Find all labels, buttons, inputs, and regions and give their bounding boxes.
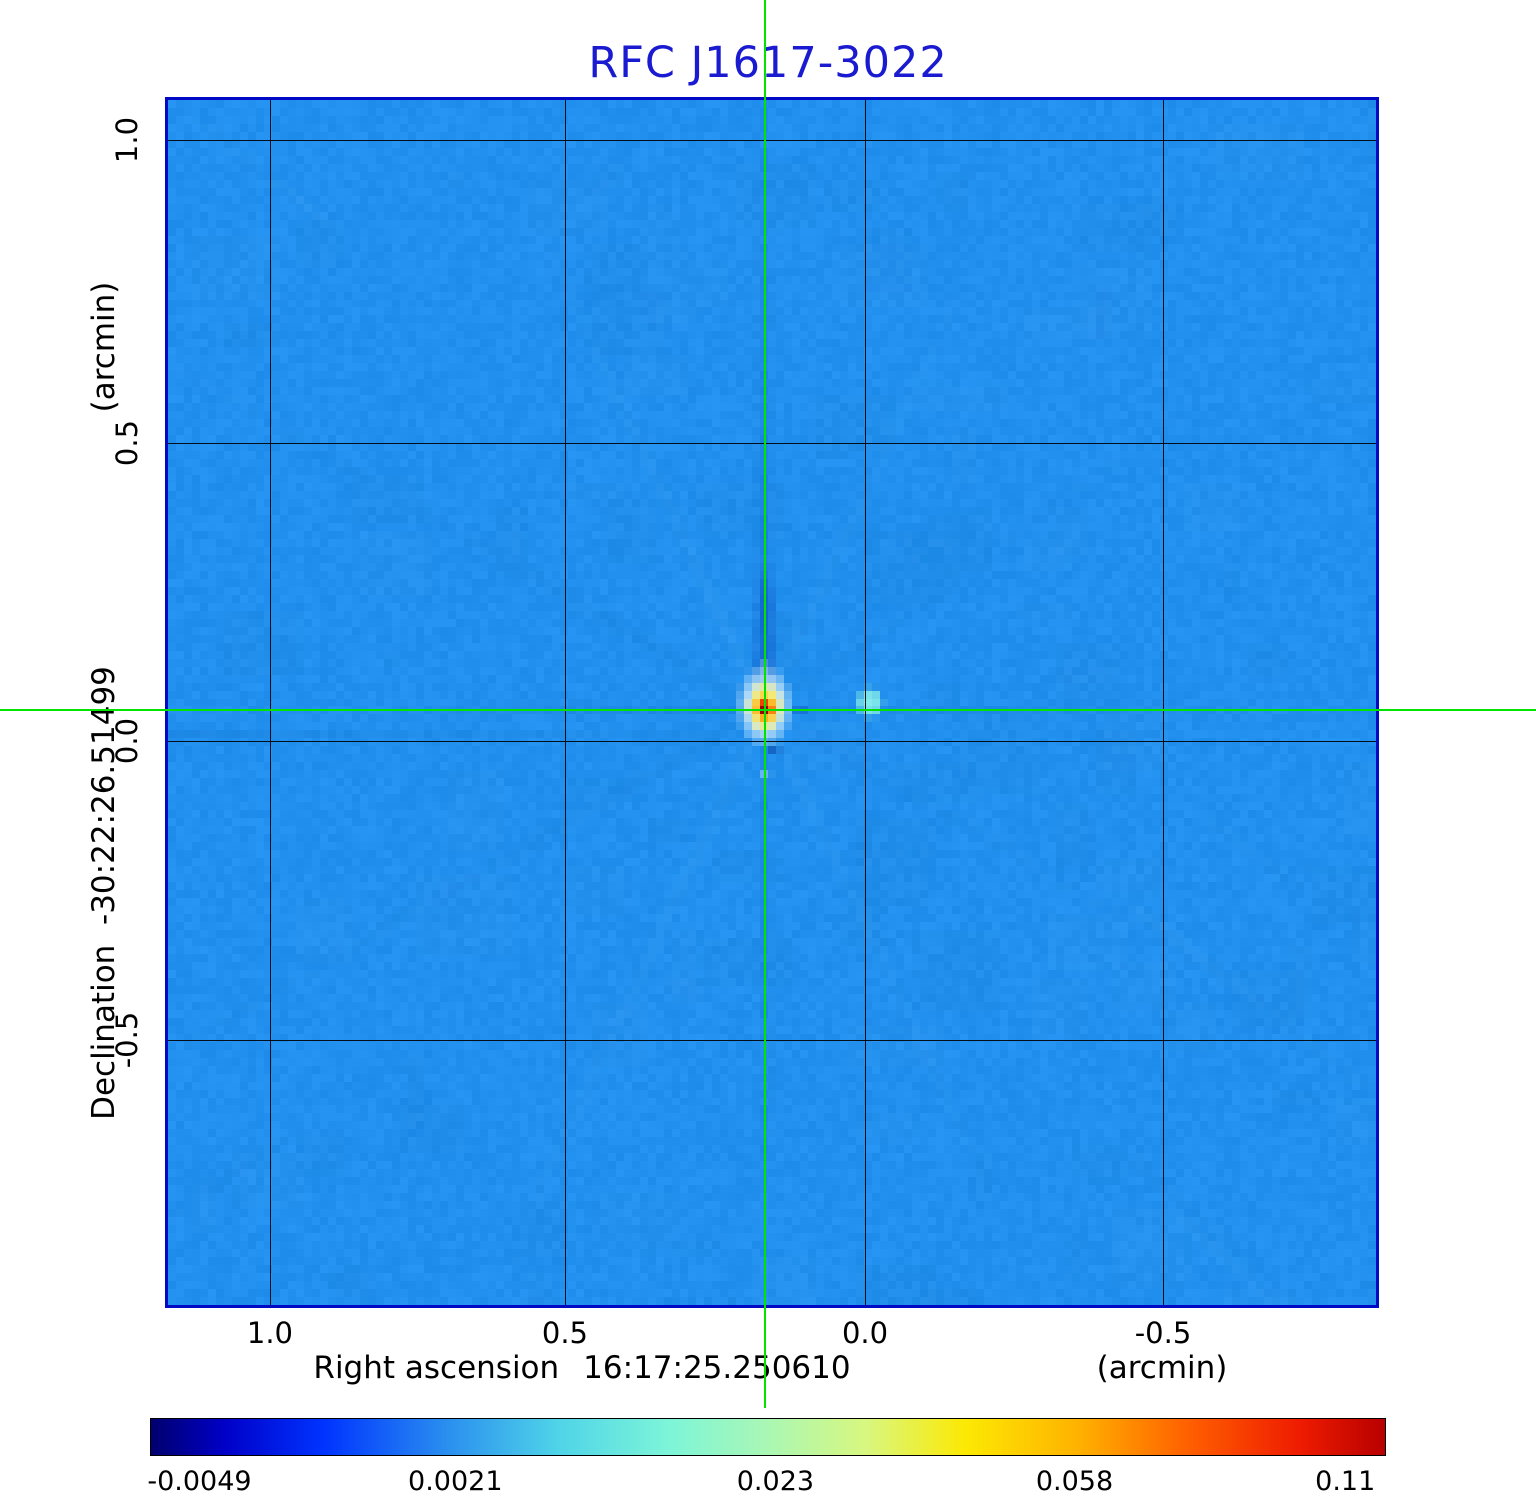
y-tick-label: 0.0 — [110, 717, 144, 765]
y-axis-unit-label: (arcmin) — [86, 281, 122, 413]
colorbar-tick-label: 0.058 — [1035, 1466, 1114, 1497]
page-title: RFC J1617-3022 — [588, 38, 948, 88]
y-tick-label: 0.5 — [110, 419, 144, 466]
colorbar-tick-label: 0.0021 — [408, 1466, 503, 1497]
x-tick-label: -0.5 — [1134, 1316, 1192, 1350]
sky-map — [165, 97, 1379, 1308]
x-axis-unit-label: (arcmin) — [1096, 1350, 1228, 1386]
colorbar-tick-label: 0.023 — [736, 1466, 815, 1497]
x-axis-coordinate-value: 16:17:25.250610 — [583, 1350, 851, 1386]
x-tick-label: 1.0 — [246, 1316, 294, 1350]
x-axis-title: Right ascension 16:17:25.250610 — [313, 1350, 850, 1386]
crosshair-horizontal-line — [0, 709, 1536, 711]
x-tick-label: 0.0 — [841, 1316, 889, 1350]
x-tick-label: 0.5 — [541, 1316, 588, 1350]
y-tick-label: -0.5 — [110, 1011, 144, 1069]
sky-map-canvas — [168, 100, 1376, 1305]
x-axis-title-text: Right ascension — [313, 1350, 560, 1386]
crosshair-vertical-line — [764, 0, 766, 1408]
colorbar-tick-label: -0.0049 — [147, 1466, 252, 1497]
colorbar — [150, 1418, 1386, 1456]
colorbar-tick-label: 0.11 — [1315, 1466, 1376, 1497]
y-tick-label: 1.0 — [110, 116, 144, 164]
